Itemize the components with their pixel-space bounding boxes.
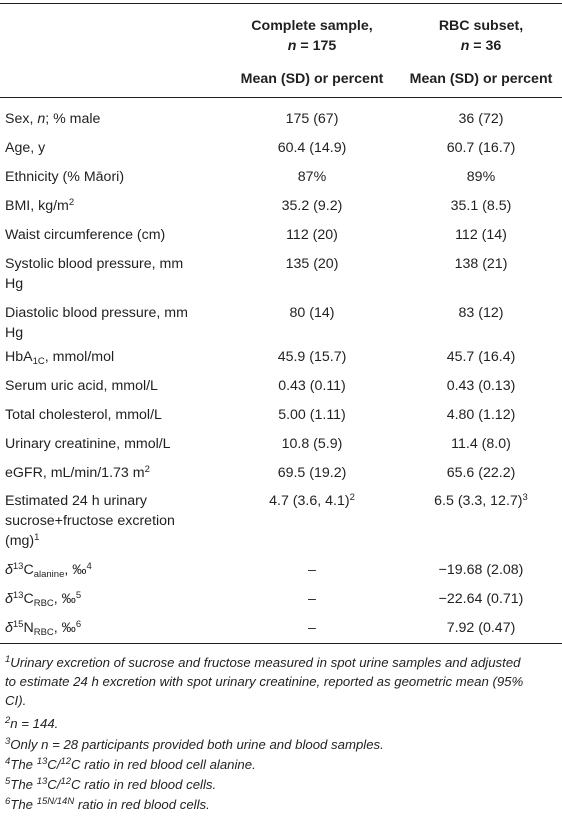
cell-complete: –	[308, 562, 316, 578]
cell-complete: 5.00 (1.11)	[278, 407, 346, 423]
row-label: Serum uric acid, mmol/L	[5, 378, 158, 394]
cell-complete: 4.7 (3.6, 4.1)2	[269, 492, 355, 509]
cell-rbc: 89%	[466, 169, 496, 185]
row-label: Ethnicity (% Māori)	[5, 169, 125, 185]
row-label: Age, y	[5, 140, 46, 156]
row-label: Systolic blood pressure, mm Hg	[5, 256, 184, 292]
row-label: δ13Calanine, ‰4	[5, 561, 92, 580]
cell-rbc: 7.92 (0.47)	[446, 620, 516, 636]
cell-rbc: 138 (21)	[454, 256, 508, 272]
footnote-1: 1Urinary excretion of sucrose and fructo…	[5, 654, 524, 708]
cell-rbc: −19.68 (2.08)	[438, 562, 524, 578]
cell-rbc: 83 (12)	[458, 305, 504, 321]
cell-complete: 69.5 (19.2)	[277, 465, 347, 481]
cell-complete: 35.2 (9.2)	[281, 198, 343, 214]
row-label: eGFR, mL/min/1.73 m2	[5, 464, 150, 481]
column-header-rbc-subset: RBC subset, n = 36 Mean (SD) or percent	[400, 16, 562, 89]
row-label: δ15NRBC, ‰6	[5, 619, 82, 638]
cell-complete: 135 (20)	[285, 256, 339, 272]
cell-rbc: 112 (14)	[455, 227, 507, 243]
cell-rbc: 6.5 (3.3, 12.7)3	[434, 492, 528, 509]
row-label: Urinary creatinine, mmol/L	[5, 436, 171, 452]
row-label: Waist circumference (cm)	[5, 227, 166, 243]
footnote-4: 4The 13C/12C ratio in red blood cell ala…	[5, 756, 256, 772]
header-rule	[0, 97, 562, 98]
col1-n: n = 175	[287, 38, 337, 54]
cell-complete: 0.43 (0.11)	[278, 378, 346, 394]
row-label: HbA1C, mmol/mol	[5, 349, 115, 367]
col1-title: Complete sample,	[251, 18, 373, 34]
cell-rbc: 0.43 (0.13)	[446, 378, 516, 394]
cell-complete: 60.4 (14.9)	[277, 140, 347, 156]
row-label: Total cholesterol, mmol/L	[5, 407, 162, 423]
footnote-5: 5The 13C/12C ratio in red blood cells.	[5, 776, 217, 792]
col2-title: RBC subset,	[438, 18, 524, 34]
row-label: Estimated 24 h urinary sucrose+fructose …	[5, 493, 175, 549]
cell-complete: 87%	[297, 169, 327, 185]
cell-complete: 10.8 (5.9)	[281, 436, 343, 452]
cell-rbc: 11.4 (8.0)	[451, 436, 511, 452]
cell-rbc: 36 (72)	[458, 111, 504, 127]
cell-rbc: 4.80 (1.12)	[446, 407, 516, 423]
row-label: Diastolic blood pressure, mm Hg	[5, 305, 188, 341]
cell-complete: –	[308, 591, 316, 607]
cell-complete: –	[308, 620, 316, 636]
footnote-6: 6The 15N/14N ratio in red blood cells.	[5, 796, 210, 812]
row-label: δ13CRBC, ‰5	[5, 590, 82, 609]
cell-rbc: 45.7 (16.4)	[446, 349, 516, 365]
col1-stat: Mean (SD) or percent	[240, 71, 384, 87]
cell-rbc: 35.1 (8.5)	[450, 198, 512, 214]
column-header-complete-sample: Complete sample, n = 175 Mean (SD) or pe…	[222, 16, 402, 89]
cell-rbc: 60.7 (16.7)	[446, 140, 516, 156]
cell-complete: 80 (14)	[289, 305, 335, 321]
row-label: BMI, kg/m2	[5, 197, 75, 214]
cell-complete: 45.9 (15.7)	[277, 349, 347, 365]
cell-complete: 112 (20)	[286, 227, 338, 243]
cell-complete: 175 (67)	[285, 111, 339, 127]
cell-rbc: 65.6 (22.2)	[446, 465, 516, 481]
footnote-2: 2n = 144.	[5, 715, 59, 731]
col2-n: n = 36	[460, 38, 502, 54]
bottom-rule	[0, 643, 562, 644]
cell-rbc: −22.64 (0.71)	[438, 591, 524, 607]
row-label: Sex, n; % male	[5, 111, 101, 127]
col2-stat: Mean (SD) or percent	[409, 71, 553, 87]
top-rule	[0, 3, 562, 4]
footnote-3: 3Only n = 28 participants provided both …	[5, 736, 384, 752]
